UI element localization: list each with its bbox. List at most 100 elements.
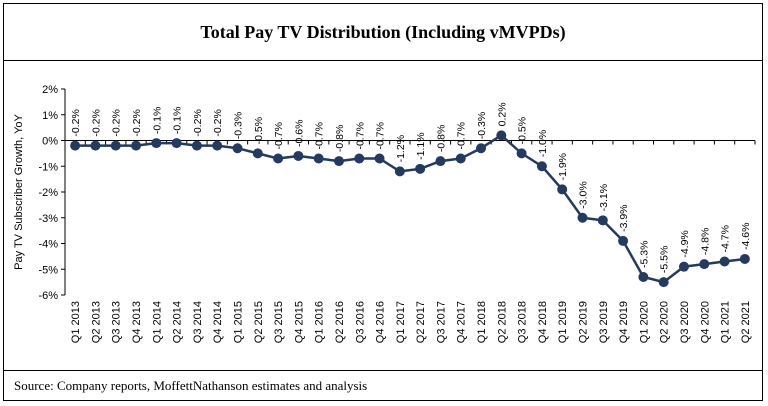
data-point	[435, 156, 446, 167]
data-point	[151, 138, 162, 149]
data-label: -0.7%	[375, 122, 387, 149]
data-label: -0.1%	[151, 107, 163, 134]
x-tick-label: Q3 2015	[273, 301, 285, 343]
data-label: -1.1%	[415, 132, 427, 159]
data-label: -1.2%	[395, 135, 407, 162]
x-tick-label: Q1 2017	[395, 301, 407, 343]
x-tick-label: Q2 2017	[415, 301, 427, 343]
x-tick-label: Q1 2014	[151, 301, 163, 343]
data-label: -1.0%	[537, 130, 549, 157]
data-point	[455, 153, 466, 164]
data-point	[719, 256, 730, 267]
data-label: -0.2%	[90, 109, 102, 136]
series-line	[75, 134, 746, 284]
data-label: -0.7%	[273, 122, 285, 149]
x-tick-label: Q3 2020	[679, 301, 691, 343]
data-label: -0.7%	[314, 122, 326, 149]
data-point	[536, 161, 547, 172]
data-point	[354, 153, 365, 164]
y-tick-label: -4%	[38, 239, 58, 251]
data-point	[90, 140, 101, 151]
data-point	[638, 271, 649, 282]
x-tick-label: Q3 2017	[435, 301, 447, 343]
data-label: -0.6%	[293, 120, 305, 147]
y-tick-label: -2%	[38, 187, 58, 199]
data-point	[70, 140, 81, 151]
data-point	[699, 259, 710, 270]
data-point	[171, 138, 182, 149]
y-tick-label: -3%	[38, 213, 58, 225]
data-label: -0.5%	[253, 117, 265, 144]
chart-frame: Total Pay TV Distribution (Including vMV…	[3, 3, 763, 401]
data-point	[476, 143, 487, 154]
x-tick-label: Q1 2018	[476, 301, 488, 343]
x-tick-label: Q4 2019	[618, 301, 630, 343]
y-axis-label: Pay TV Subscriber Growth, YoY	[13, 113, 25, 269]
data-point	[516, 148, 527, 159]
x-tick-label: Q2 2014	[172, 301, 184, 343]
data-point	[374, 153, 385, 164]
data-point	[394, 166, 405, 177]
x-tick-label: Q3 2016	[354, 301, 366, 343]
x-tick-label: Q2 2020	[659, 301, 671, 343]
data-point	[597, 215, 608, 226]
x-tick-label: Q4 2014	[212, 301, 224, 343]
data-label: -4.9%	[679, 230, 691, 257]
data-point	[131, 140, 142, 151]
data-label: -0.3%	[476, 112, 488, 139]
data-point	[252, 148, 263, 159]
source-note: Source: Company reports, MoffettNathanso…	[4, 370, 762, 400]
x-tick-label: Q3 2019	[598, 301, 610, 343]
y-tick-label: 1%	[42, 110, 58, 122]
data-label: -4.6%	[740, 223, 752, 250]
data-label: -0.7%	[456, 122, 468, 149]
data-point	[273, 153, 284, 164]
x-tick-label: Q4 2018	[537, 301, 549, 343]
data-label: -0.7%	[354, 122, 366, 149]
x-tick-label: Q2 2013	[90, 301, 102, 343]
x-tick-label: Q2 2015	[253, 301, 265, 343]
data-label: -3.0%	[578, 181, 590, 208]
x-tick-label: Q2 2016	[334, 301, 346, 343]
data-label: -0.8%	[435, 125, 447, 152]
data-label: -0.2%	[111, 109, 123, 136]
x-tick-label: Q2 2018	[496, 301, 508, 343]
data-point	[232, 143, 243, 154]
data-label: -0.1%	[172, 107, 184, 134]
data-label: -0.8%	[334, 125, 346, 152]
data-point	[496, 130, 507, 141]
data-point	[739, 253, 750, 264]
data-label: -4.7%	[720, 225, 732, 252]
x-tick-label: Q4 2017	[456, 301, 468, 343]
y-tick-label: -5%	[38, 264, 58, 276]
data-point	[557, 184, 568, 195]
x-tick-label: Q1 2020	[638, 301, 650, 343]
y-tick-label: -6%	[38, 290, 58, 302]
x-tick-label: Q1 2013	[70, 301, 82, 343]
y-tick-label: -1%	[38, 161, 58, 173]
x-tick-label: Q1 2021	[720, 301, 732, 343]
x-tick-label: Q3 2014	[192, 301, 204, 343]
x-tick-label: Q3 2018	[517, 301, 529, 343]
x-tick-label: Q1 2019	[557, 301, 569, 343]
data-label: -0.5%	[517, 117, 529, 144]
x-tick-label: Q1 2016	[314, 301, 326, 343]
x-tick-label: Q3 2013	[111, 301, 123, 343]
data-point	[293, 150, 304, 161]
data-label: -0.2%	[70, 109, 82, 136]
data-point	[212, 140, 223, 151]
data-point	[618, 235, 629, 246]
data-label: -5.3%	[638, 241, 650, 268]
data-label: -3.1%	[598, 184, 610, 211]
data-label: -3.9%	[618, 204, 630, 231]
x-tick-label: Q4 2015	[293, 301, 305, 343]
x-tick-label: Q4 2013	[131, 301, 143, 343]
data-point	[658, 277, 669, 288]
x-tick-label: Q4 2020	[699, 301, 711, 343]
data-label: -0.2%	[131, 109, 143, 136]
data-point	[313, 153, 324, 164]
data-label: -0.2%	[212, 109, 224, 136]
data-point	[333, 156, 344, 167]
data-point	[415, 163, 426, 174]
data-point	[577, 212, 588, 223]
